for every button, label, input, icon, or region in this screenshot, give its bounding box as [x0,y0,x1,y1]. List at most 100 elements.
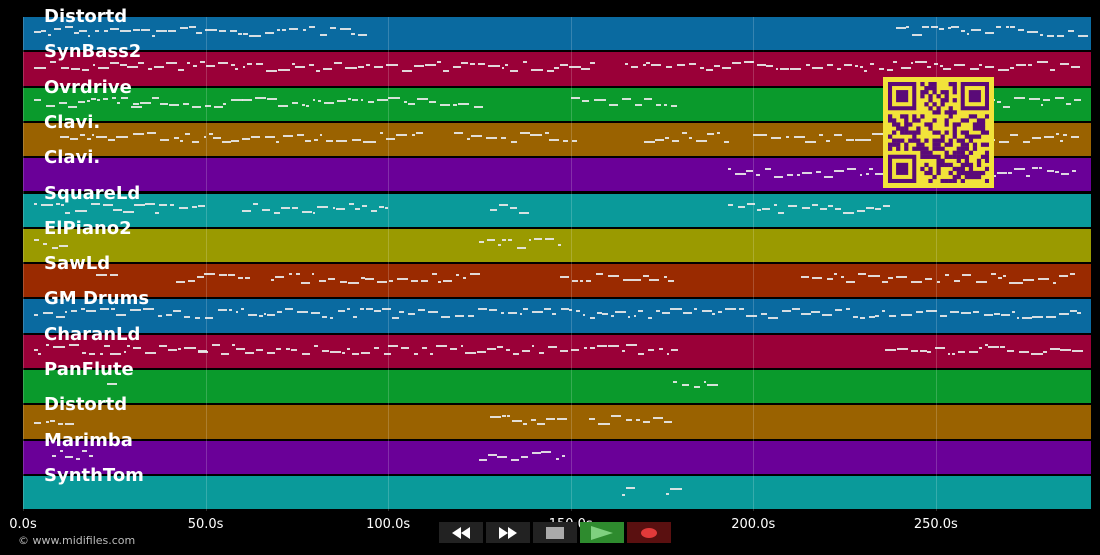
midi-note [490,208,498,211]
midi-note [116,101,120,104]
midi-note [336,207,345,210]
midi-note [267,97,277,100]
midi-note [310,312,320,315]
midi-note [867,275,880,278]
midi-note [111,96,116,99]
midi-note [65,311,68,314]
midi-note [295,206,298,209]
track-lane[interactable] [23,475,1091,511]
stop-button[interactable] [533,522,577,543]
track-lane[interactable] [23,264,1091,299]
midi-note [1010,133,1019,136]
midi-note [1077,312,1081,315]
midi-note [572,280,579,283]
midi-note [145,202,155,205]
midi-note [240,308,245,311]
midi-note [512,352,519,355]
track-lane[interactable] [23,52,1091,87]
midi-note [920,349,928,352]
midi-note [147,131,156,134]
midi-note [347,97,352,100]
record-button[interactable] [627,522,671,543]
track-lane[interactable] [23,228,1091,264]
midi-note [321,316,327,319]
midi-note [884,348,897,351]
midi-note [872,132,884,135]
midi-note [261,208,271,211]
midi-note [947,27,952,29]
midi-note [70,310,77,313]
midi-note [1002,275,1006,278]
track-lane[interactable] [23,193,1091,228]
midi-note [304,139,312,142]
midi-note [411,133,415,136]
midi-note [682,312,692,315]
midi-note [242,137,245,140]
midi-note [41,203,53,206]
fast-forward-button[interactable] [486,522,530,543]
midi-note [590,317,596,320]
midi-note [681,131,688,134]
midi-note [724,140,729,143]
midi-note [65,211,71,214]
midi-note [866,206,875,209]
midi-note [360,308,364,311]
midi-note [523,308,529,311]
midi-note [172,310,182,313]
midi-note [781,310,792,313]
track-notes [23,299,1091,332]
midi-note [470,63,476,66]
midi-note [785,135,789,138]
midi-note [255,348,264,351]
midi-note [191,205,197,208]
midi-note [695,139,707,142]
midi-note [147,68,153,71]
midi-note [316,205,328,208]
midi-note [349,202,355,205]
track-lane[interactable] [23,370,1091,405]
midi-note [252,202,258,205]
midi-note [312,211,316,214]
midi-note [198,204,206,207]
track-notes [23,194,1091,227]
midi-note [637,352,645,355]
midi-note [96,274,107,277]
midi-note [33,98,42,101]
midi-note [43,312,54,315]
midi-note [703,381,707,383]
midi-note [429,352,433,355]
midi-note [168,30,176,32]
midi-note [219,274,227,277]
midi-note [255,96,267,99]
midi-note [74,32,79,34]
midi-note [655,138,665,141]
track-lane[interactable] [23,405,1091,440]
midi-note [642,64,646,67]
track-name-label: SawLd [44,253,111,275]
midi-note [263,313,267,316]
rewind-button[interactable] [439,522,483,543]
midi-note [284,308,294,311]
track-lane[interactable] [23,17,1091,52]
midi-note [208,132,214,135]
midi-note [655,103,661,106]
midi-note [845,138,855,141]
midi-note [179,27,189,29]
midi-note [1046,170,1054,173]
track-name-label: SynBass2 [44,41,142,63]
midi-note [319,280,327,283]
midi-note [713,65,721,68]
stop-icon [546,526,564,539]
midi-note [665,66,673,69]
midi-note [621,493,626,496]
play-button[interactable] [580,522,624,543]
midi-note [659,347,663,350]
track-lane[interactable] [23,440,1091,475]
midi-note [289,28,299,30]
track-lane[interactable] [23,334,1091,369]
midi-note [881,310,886,313]
midi-note [246,63,253,66]
midi-note [773,203,778,206]
track-lane[interactable] [23,299,1091,334]
midi-note [1031,136,1041,139]
